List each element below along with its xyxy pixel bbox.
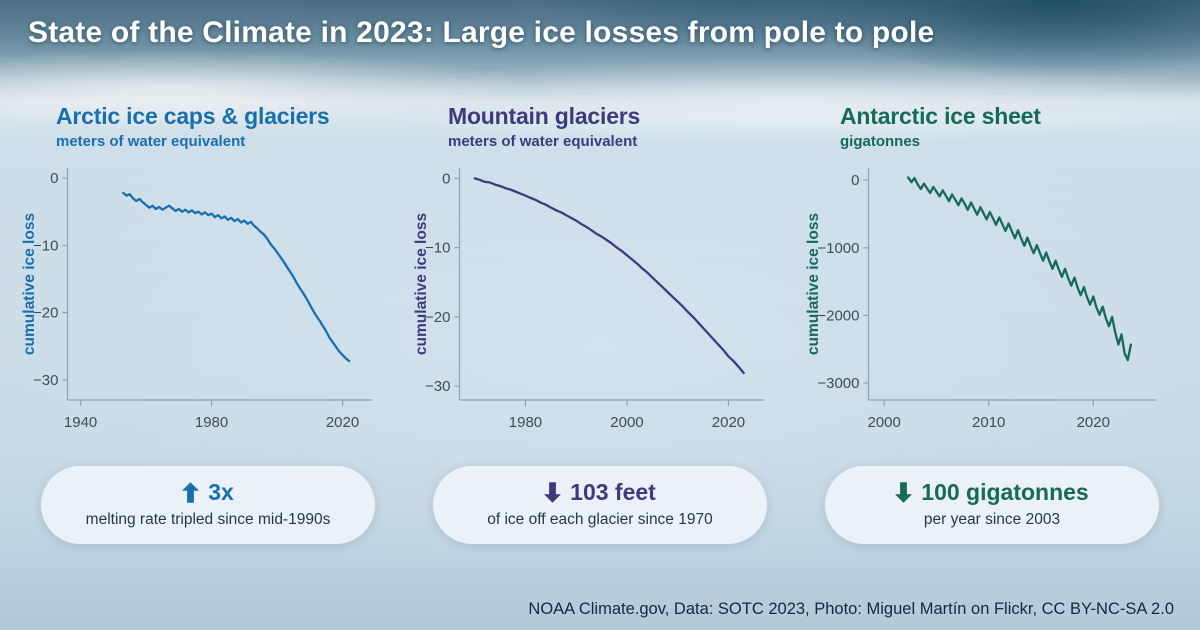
svg-text:−30: −30 — [33, 372, 58, 389]
svg-text:−1000: −1000 — [817, 240, 859, 257]
svg-text:0: 0 — [50, 170, 58, 187]
svg-text:1980: 1980 — [509, 414, 542, 431]
panel-units-label: meters of water equivalent — [448, 133, 638, 150]
panel-heading: Antarctic ice sheet — [840, 103, 1041, 129]
svg-text:1940: 1940 — [64, 414, 97, 431]
stat-headline: 100 gigatonnes — [837, 479, 1147, 506]
stat-value: 3x — [208, 479, 234, 505]
chart-panels: Arctic ice caps & glaciers meters of wat… — [22, 103, 1178, 544]
svg-text:2020: 2020 — [1077, 414, 1110, 431]
down-arrow-icon — [895, 482, 913, 503]
stat-caption: per year since 2003 — [923, 511, 1061, 528]
svg-text:2000: 2000 — [610, 414, 643, 431]
stat-headline: 3x — [53, 479, 363, 506]
svg-text:0: 0 — [851, 172, 859, 189]
stat-pill: 3x melting rate tripled since mid-1990s — [41, 466, 375, 544]
panel-units-label: meters of water equivalent — [56, 133, 246, 150]
svg-text:cumulative ice loss: cumulative ice loss — [414, 213, 430, 355]
page-title: State of the Climate in 2023: Large ice … — [28, 16, 935, 49]
stat-pill: 100 gigatonnes per year since 2003 — [825, 466, 1159, 544]
stat-value: 100 gigatonnes — [921, 479, 1089, 505]
svg-text:2020: 2020 — [326, 414, 359, 431]
panel-arctic-ice-caps: Arctic ice caps & glaciers meters of wat… — [22, 103, 394, 544]
svg-text:−10: −10 — [33, 237, 58, 254]
up-arrow-icon — [182, 482, 200, 503]
antarctic-line-chart: 0 −1000 −2000 −3000 2000 2010 2020 cumulative i… — [806, 168, 1156, 431]
svg-text:2020: 2020 — [712, 414, 745, 431]
down-arrow-icon — [544, 482, 562, 503]
stat-caption: of ice off each glacier since 1970 — [487, 511, 713, 528]
panel-units-label: gigatonnes — [840, 133, 921, 150]
svg-text:−20: −20 — [33, 305, 58, 322]
svg-text:cumulative ice loss: cumulative ice loss — [806, 213, 822, 355]
svg-text:0: 0 — [442, 170, 450, 187]
panel-heading: Mountain glaciers — [448, 103, 641, 129]
svg-text:−20: −20 — [425, 309, 450, 326]
stat-value: 103 feet — [570, 479, 656, 505]
stat-caption: melting rate tripled since mid-1990s — [85, 511, 331, 528]
panel-antarctic-ice-sheet: Antarctic ice sheet gigatonnes 0 −1000 −20… — [806, 103, 1178, 544]
panel-mountain-glaciers: Mountain glaciers meters of water equiva… — [414, 103, 786, 544]
stat-headline: 103 feet — [445, 479, 755, 506]
svg-text:−2000: −2000 — [817, 307, 859, 324]
stat-pill: 103 feet of ice off each glacier since 1… — [433, 466, 767, 544]
svg-text:2000: 2000 — [867, 414, 900, 431]
credit-line: NOAA Climate.gov, Data: SOTC 2023, Photo… — [528, 600, 1174, 618]
arctic-line-chart: 0 −10 −20 −30 1940 1980 2020 cumulative ice los… — [22, 168, 372, 431]
svg-text:−3000: −3000 — [817, 375, 859, 392]
svg-text:1980: 1980 — [195, 414, 228, 431]
svg-text:cumulative ice loss: cumulative ice loss — [22, 213, 38, 355]
svg-text:2010: 2010 — [972, 414, 1005, 431]
mountain-glaciers-line-chart: 0 −10 −20 −30 1980 2000 2020 cumulative ice los… — [414, 168, 764, 431]
panel-heading: Arctic ice caps & glaciers — [56, 103, 330, 129]
svg-text:−30: −30 — [425, 378, 450, 395]
svg-text:−10: −10 — [425, 240, 450, 257]
